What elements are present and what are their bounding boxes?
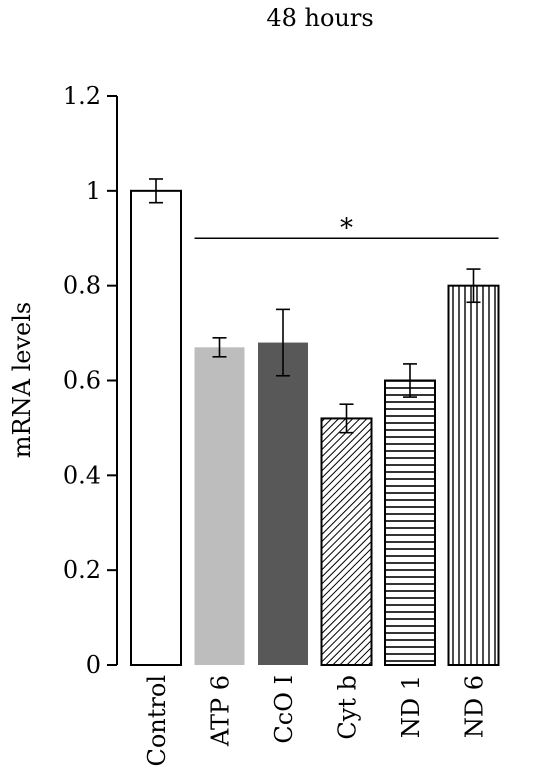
bars-group [130,189,500,666]
y-axis-title: mRNA levels [8,302,36,458]
x-tick-label: ND 6 [461,675,489,738]
y-tick-label: 0.8 [63,272,101,300]
x-tick-label: ND 1 [397,675,425,738]
x-tick-label: Cyt b [334,675,362,740]
y-tick-label: 1 [86,177,101,205]
bar-cyt-b [320,417,373,666]
y-tick-label: 0.2 [63,556,101,584]
significance-star: * [340,213,353,243]
y-tick-label: 0 [86,651,101,679]
y-tick-label: 0.4 [63,461,101,489]
bar-nd-6 [447,284,500,666]
x-tick-labels: Control ATP 6 CcO I Cyt b ND 1 ND 6 [143,675,489,767]
error-bars-group [149,178,481,434]
y-tick-label: 1.2 [63,82,101,110]
x-tick-label: CcO I [270,675,298,744]
x-tick-label: Control [143,675,171,767]
bar-atp-6 [194,347,245,665]
chart-title: 48 hours [266,4,373,32]
x-tick-label: ATP 6 [207,675,235,747]
significance-group: * [194,213,499,243]
bar-nd-1 [384,379,436,666]
y-tick-label: 0.6 [63,367,101,395]
bar-control [130,189,182,666]
bar-cco-i [258,342,308,665]
y-axis: 0 0.2 0.4 0.6 0.8 1 1.2 [63,82,118,679]
